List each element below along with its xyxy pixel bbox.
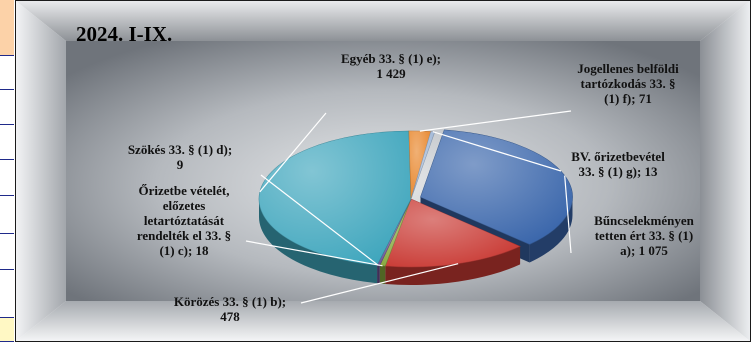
data-label-line: 33. § (1) g); 13 bbox=[578, 164, 658, 179]
side-strip-cell bbox=[0, 0, 14, 56]
data-label: Szökés 33. § (1) d); 9 bbox=[128, 142, 232, 172]
data-labels: Bűncselekményen tetten ért 33. § (1) a); 1… bbox=[128, 51, 695, 324]
leader-lines bbox=[245, 110, 572, 304]
pie-slice-side bbox=[529, 197, 573, 263]
pie-group bbox=[258, 129, 573, 285]
side-strip-cell bbox=[0, 234, 14, 270]
side-strip-cell bbox=[0, 56, 14, 90]
data-label-line: Szökés 33. § (1) d); bbox=[128, 142, 232, 157]
pie-slice-side bbox=[377, 265, 380, 284]
data-label-line: rendelték el 33. § bbox=[137, 228, 231, 243]
side-strip-cell bbox=[0, 125, 14, 160]
data-label: Körözés 33. § (1) b); 478 bbox=[174, 294, 286, 324]
pie-slice-shine bbox=[420, 129, 573, 245]
leader-line bbox=[259, 112, 327, 193]
side-strip-cell bbox=[0, 270, 14, 318]
pie-chart: Bűncselekményen tetten ért 33. § (1) a); 1… bbox=[16, 1, 750, 341]
pie-slice-side bbox=[385, 246, 521, 285]
data-label-line: 478 bbox=[220, 309, 240, 324]
side-strip-cell bbox=[0, 90, 14, 125]
leader-line bbox=[300, 263, 459, 304]
bevel-bottom bbox=[16, 301, 750, 341]
data-label-line: BV. őrizetbevétel bbox=[571, 149, 665, 164]
pie-slice-shine bbox=[408, 131, 431, 199]
data-label-line: Jogellenes belföldi bbox=[577, 61, 679, 76]
data-label-line: a); 1 075 bbox=[620, 243, 668, 258]
pie-slice-side bbox=[259, 199, 378, 284]
side-table-strip bbox=[0, 0, 14, 342]
data-label: Bűncselekményen tetten ért 33. § (1) a); 1… bbox=[594, 213, 694, 258]
leader-line bbox=[245, 240, 383, 267]
bevel-left bbox=[16, 1, 66, 341]
data-label-line: (1) f); 71 bbox=[604, 91, 652, 106]
data-label-line: Bűncselekményen bbox=[594, 213, 694, 228]
pie-slice-shine bbox=[259, 131, 411, 266]
data-label-line: (1) c); 18 bbox=[159, 243, 209, 258]
side-strip-cell bbox=[0, 160, 14, 196]
pie-slice-shine bbox=[385, 199, 521, 268]
leader-line bbox=[432, 131, 562, 172]
data-label-line: letartóztatását bbox=[144, 213, 225, 228]
data-label-line: tartózkodás 33. § bbox=[581, 76, 676, 91]
side-strip-cell bbox=[0, 318, 14, 342]
leader-line bbox=[419, 110, 572, 132]
data-label-line: Őrizetbe vételét, bbox=[139, 183, 230, 198]
data-label: Őrizetbe vételét, előzetes letartóztatását… bbox=[137, 183, 231, 258]
data-label-line: 1 429 bbox=[376, 66, 406, 81]
bevel-top bbox=[16, 1, 750, 41]
bevel-right bbox=[700, 1, 750, 341]
side-strip-cell bbox=[0, 196, 14, 234]
data-label: Jogellenes belföldi tartózkodás 33. § (1) … bbox=[577, 61, 679, 106]
pie-slice-side bbox=[379, 265, 386, 285]
data-label-line: tetten ért 33. § (1) bbox=[595, 228, 694, 243]
leader-line bbox=[260, 174, 379, 266]
leader-line bbox=[564, 175, 572, 254]
data-label: Egyéb 33. § (1) e); 1 429 bbox=[341, 51, 441, 81]
data-label-line: Körözés 33. § (1) b); bbox=[174, 294, 286, 309]
data-label-line: Egyéb 33. § (1) e); bbox=[341, 51, 441, 66]
data-label-line: előzetes bbox=[163, 198, 206, 213]
chart-title: 2024. I-IX. bbox=[76, 22, 172, 46]
data-label-line: 9 bbox=[177, 157, 184, 172]
data-label: BV. őrizetbevétel 33. § (1) g); 13 bbox=[571, 149, 665, 179]
chart-frame: Bűncselekményen tetten ért 33. § (1) a); 1… bbox=[15, 0, 751, 342]
pie-slice-shine bbox=[411, 131, 435, 199]
